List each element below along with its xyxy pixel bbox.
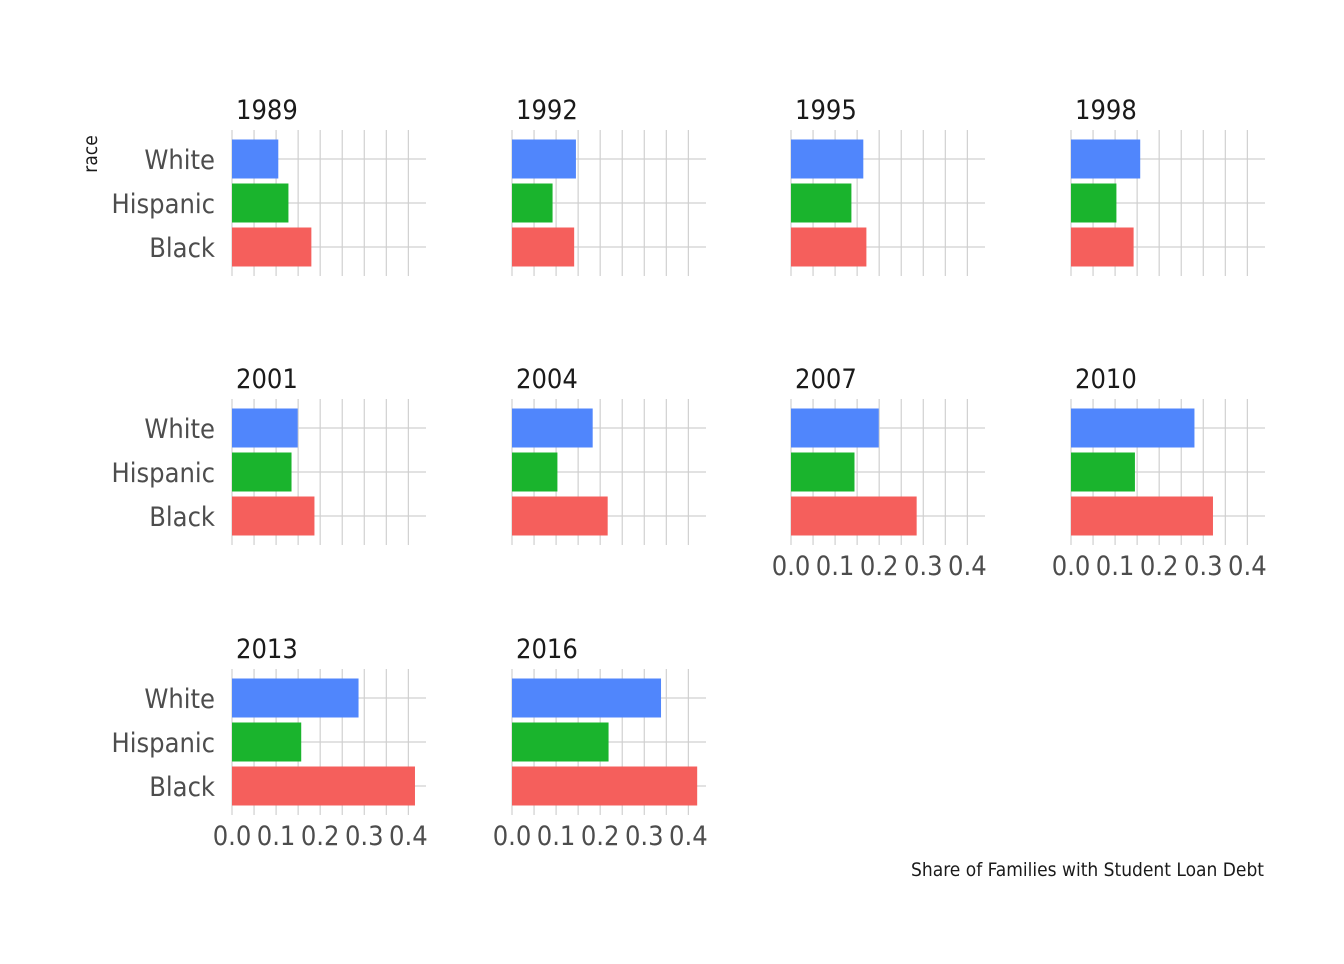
facet-panel-1995: 1995 (790, 95, 985, 276)
facet-title-2007: 2007 (795, 364, 857, 395)
facet-title-2010: 2010 (1075, 364, 1137, 395)
bar-hispanic-2004 (512, 452, 558, 492)
bar-white-2013 (232, 678, 359, 718)
bar-white-1998 (1071, 139, 1141, 179)
x-tick-label: 0.0 (493, 821, 532, 852)
facet-panel-2016: 2016 0.0 0.1 0.2 0.3 0.4 (493, 634, 708, 852)
bar-hispanic-1998 (1071, 183, 1117, 223)
y-label-white: White (144, 684, 215, 715)
bar-hispanic-2010 (1071, 452, 1135, 492)
y-label-hispanic: Hispanic (112, 189, 216, 220)
x-tick-label: 0.3 (345, 821, 384, 852)
y-label-black: Black (149, 772, 215, 803)
x-tick-label: 0.4 (389, 821, 428, 852)
x-tick-label: 0.4 (1228, 551, 1267, 582)
facet-panel-2001: 2001 White Hispanic Black (112, 364, 426, 545)
y-label-black: Black (149, 502, 215, 533)
facet-panel-2007: 2007 0.0 0.1 0.2 0.3 0.4 (772, 364, 987, 582)
facet-panel-2004: 2004 (511, 364, 706, 545)
y-label-white: White (144, 414, 215, 445)
x-tick-label: 0.0 (1052, 551, 1091, 582)
y-axis-title: race (80, 135, 102, 172)
facet-panel-1989: 1989 White Hispanic Black (112, 95, 426, 276)
x-tick-label: 0.0 (213, 821, 252, 852)
chart-caption: Share of Families with Student Loan Debt (911, 859, 1264, 881)
bar-black-1998 (1071, 227, 1134, 267)
x-tick-label: 0.4 (948, 551, 987, 582)
bar-black-2016 (512, 766, 698, 806)
x-tick-label: 0.1 (1096, 551, 1135, 582)
facet-title-2013: 2013 (236, 634, 298, 665)
bar-hispanic-2016 (512, 722, 609, 762)
x-tick-label: 0.3 (904, 551, 943, 582)
bar-white-2004 (512, 408, 593, 448)
y-label-hispanic: Hispanic (112, 458, 216, 489)
bar-white-2007 (791, 408, 879, 448)
x-tick-label: 0.1 (537, 821, 576, 852)
facet-panel-2013: 2013 White Hispanic Black 0.0 0.1 0.2 0.3 0.4 (112, 634, 428, 852)
bar-black-2001 (232, 496, 315, 536)
bar-white-1989 (232, 139, 279, 179)
bar-black-1995 (791, 227, 867, 267)
x-tick-label: 0.0 (772, 551, 811, 582)
facet-panels: 1989 White Hispanic Black 1992 1995 1998 2001 Wh… (112, 95, 1267, 852)
bar-hispanic-1995 (791, 183, 852, 223)
bar-hispanic-2007 (791, 452, 855, 492)
facet-title-2016: 2016 (516, 634, 578, 665)
bar-black-2010 (1071, 496, 1213, 536)
x-tick-label: 0.2 (1140, 551, 1179, 582)
bar-hispanic-1992 (512, 183, 553, 223)
y-label-white: White (144, 145, 215, 176)
bar-white-2016 (512, 678, 662, 718)
facet-panel-1998: 1998 (1070, 95, 1265, 276)
bar-black-2004 (512, 496, 608, 536)
facet-panel-1992: 1992 (511, 95, 706, 276)
bar-hispanic-2013 (232, 722, 302, 762)
bar-black-2007 (791, 496, 917, 536)
bar-white-1992 (512, 139, 576, 179)
facet-panel-2010: 2010 0.0 0.1 0.2 0.3 0.4 (1052, 364, 1267, 582)
facet-title-2004: 2004 (516, 364, 578, 395)
x-tick-label: 0.1 (816, 551, 855, 582)
bar-hispanic-1989 (232, 183, 289, 223)
bar-white-2001 (232, 408, 298, 448)
bar-hispanic-2001 (232, 452, 292, 492)
x-tick-label: 0.2 (581, 821, 620, 852)
x-tick-label: 0.3 (1184, 551, 1223, 582)
x-tick-label: 0.2 (860, 551, 899, 582)
bar-black-2013 (232, 766, 415, 806)
bar-black-1992 (512, 227, 575, 267)
facet-title-1998: 1998 (1075, 95, 1137, 126)
y-label-black: Black (149, 233, 215, 264)
facet-title-1995: 1995 (795, 95, 857, 126)
facet-title-1989: 1989 (236, 95, 298, 126)
x-tick-label: 0.1 (257, 821, 296, 852)
facet-title-1992: 1992 (516, 95, 578, 126)
x-tick-label: 0.4 (669, 821, 708, 852)
x-tick-label: 0.3 (625, 821, 664, 852)
facet-title-2001: 2001 (236, 364, 298, 395)
x-tick-label: 0.2 (301, 821, 340, 852)
y-label-hispanic: Hispanic (112, 728, 216, 759)
bar-black-1989 (232, 227, 312, 267)
bar-white-1995 (791, 139, 864, 179)
bar-white-2010 (1071, 408, 1195, 448)
